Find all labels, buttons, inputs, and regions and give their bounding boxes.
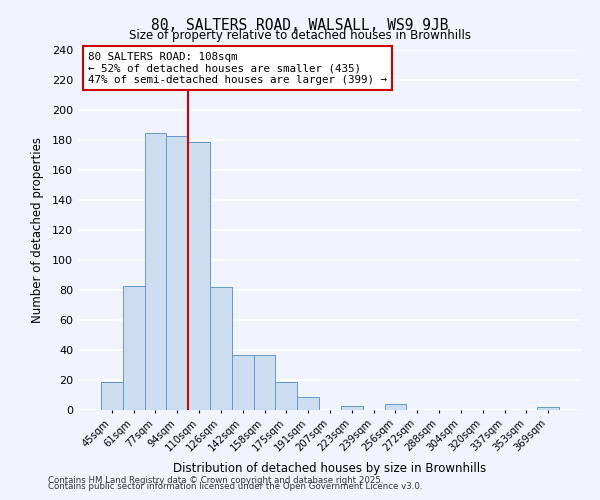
Bar <box>275 382 297 410</box>
Bar <box>166 136 188 410</box>
Bar <box>232 354 254 410</box>
Bar <box>101 382 123 410</box>
Bar <box>385 404 406 410</box>
Bar <box>123 286 145 410</box>
Bar <box>254 354 275 410</box>
Bar <box>188 142 210 410</box>
Bar <box>297 396 319 410</box>
Bar <box>145 132 166 410</box>
Y-axis label: Number of detached properties: Number of detached properties <box>31 137 44 323</box>
Bar <box>210 287 232 410</box>
Text: 80 SALTERS ROAD: 108sqm
← 52% of detached houses are smaller (435)
47% of semi-d: 80 SALTERS ROAD: 108sqm ← 52% of detache… <box>88 52 387 85</box>
Text: Contains public sector information licensed under the Open Government Licence v3: Contains public sector information licen… <box>48 482 422 491</box>
Bar <box>341 406 363 410</box>
Text: Contains HM Land Registry data © Crown copyright and database right 2025.: Contains HM Land Registry data © Crown c… <box>48 476 383 485</box>
Text: Size of property relative to detached houses in Brownhills: Size of property relative to detached ho… <box>129 29 471 42</box>
Text: 80, SALTERS ROAD, WALSALL, WS9 9JB: 80, SALTERS ROAD, WALSALL, WS9 9JB <box>151 18 449 32</box>
X-axis label: Distribution of detached houses by size in Brownhills: Distribution of detached houses by size … <box>173 462 487 474</box>
Bar <box>537 407 559 410</box>
